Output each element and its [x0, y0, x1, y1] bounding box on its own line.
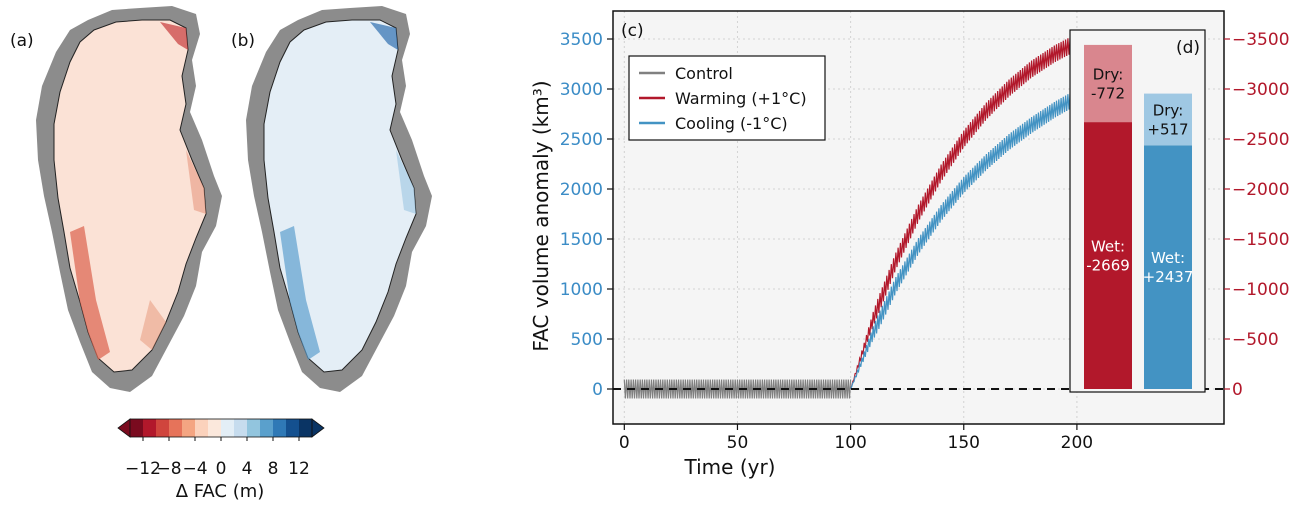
series-line-cooling — [850, 88, 1078, 390]
colorbar-segment — [234, 419, 248, 437]
bar-wet-warming — [1084, 122, 1132, 389]
bar-label-wet: Wet: — [1091, 238, 1125, 256]
y-tick-label-left: 0 — [592, 380, 603, 400]
map-a-margin-north — [160, 22, 188, 50]
panel-label-d: (d) — [1176, 38, 1200, 58]
series-layer — [623, 33, 1078, 399]
bar-dry-warming — [1084, 44, 1132, 123]
colorbar-segment — [169, 419, 183, 437]
legend-label: Control — [675, 64, 733, 83]
map-b-margin-north — [370, 22, 398, 50]
colorbar-tick-label: −4 — [182, 459, 207, 479]
x-tick-label: 100 — [834, 433, 866, 453]
map-a-margin-east — [186, 150, 206, 214]
panel-label-b: (b) — [231, 31, 255, 51]
x-tick-label: 0 — [619, 433, 630, 453]
colorbar-segment — [182, 419, 196, 437]
x-tick-label: 150 — [948, 433, 980, 453]
colorbar-extend-low — [117, 418, 131, 438]
colorbar-extend-high — [311, 418, 325, 438]
bar-value-wet: +2437 — [1143, 268, 1194, 286]
colorbar-tick-label: −8 — [156, 459, 181, 479]
bar-label-dry: Dry: — [1093, 66, 1124, 84]
colorbar-tick-label: −12 — [125, 459, 161, 479]
colorbar-tick-label: 4 — [242, 459, 253, 479]
colorbar-segment — [273, 419, 287, 437]
bar-value-wet: -2669 — [1086, 257, 1130, 275]
y-tick-label-left: 3000 — [560, 80, 603, 100]
x-tick-label: 200 — [1061, 433, 1093, 453]
y-tick-label-left: 3500 — [560, 30, 603, 50]
bar-value-dry: +517 — [1147, 120, 1188, 138]
bar-label-wet: Wet: — [1151, 249, 1185, 267]
y-tick-label-right: −1000 — [1232, 280, 1290, 300]
series-line-control — [623, 379, 852, 399]
colorbar-label: Δ FAC (m) — [176, 481, 265, 502]
map-a — [36, 6, 222, 392]
y-tick-label-right: −3500 — [1232, 30, 1290, 50]
colorbar: −12−8 −4 0 4 8 12 — [117, 418, 325, 479]
colorbar-segment — [247, 419, 261, 437]
y-axis-label: FAC volume anomaly (km³) — [529, 80, 553, 351]
colorbar-segment — [260, 419, 274, 437]
colorbar-segment — [221, 419, 235, 437]
y-tick-label-left: 1500 — [560, 230, 603, 250]
y-tick-label-right: −1500 — [1232, 230, 1290, 250]
y-tick-label-right: −2500 — [1232, 130, 1290, 150]
colorbar-tick-label: 0 — [216, 459, 227, 479]
panel-label-c: (c) — [621, 21, 644, 41]
map-a-margin-west — [70, 226, 110, 360]
colorbar-segment — [286, 419, 300, 437]
map-b-margin-west — [280, 226, 320, 360]
x-tick-label: 50 — [727, 433, 749, 453]
panel-label-a: (a) — [10, 31, 34, 51]
x-axis-label: Time (yr) — [684, 455, 776, 479]
y-tick-label-right: 0 — [1232, 380, 1243, 400]
colorbar-segment — [156, 419, 170, 437]
legend-label: Warming (+1°C) — [675, 89, 807, 108]
bar-label-dry: Dry: — [1153, 101, 1184, 119]
y-tick-label-right: −500 — [1232, 330, 1279, 350]
y-tick-label-right: −3000 — [1232, 80, 1290, 100]
y-tick-label-left: 1000 — [560, 280, 603, 300]
map-a-margin-south — [140, 300, 166, 350]
map-b — [246, 6, 432, 392]
map-b-margin-east — [396, 150, 416, 214]
bar-dry-cooling — [1144, 93, 1192, 146]
y-tick-label-left: 2500 — [560, 130, 603, 150]
series-line-warming — [850, 33, 1078, 390]
colorbar-segment — [208, 419, 222, 437]
colorbar-segment — [130, 419, 144, 437]
plot-frame — [612, 10, 1225, 425]
colorbar-segment — [143, 419, 157, 437]
bar-wet-cooling — [1144, 145, 1192, 389]
y-tick-label-right: −2000 — [1232, 180, 1290, 200]
y-tick-label-left: 2000 — [560, 180, 603, 200]
y-tick-label-left: 500 — [571, 330, 603, 350]
colorbar-segment — [299, 419, 313, 437]
colorbar-segment — [195, 419, 209, 437]
bar-value-dry: -772 — [1091, 85, 1125, 103]
colorbar-tick-label: 8 — [268, 459, 279, 479]
colorbar-tick-label: 12 — [288, 459, 310, 479]
legend: Control Warming (+1°C) Cooling (-1°C) — [628, 55, 826, 141]
legend-label: Cooling (-1°C) — [675, 114, 788, 133]
